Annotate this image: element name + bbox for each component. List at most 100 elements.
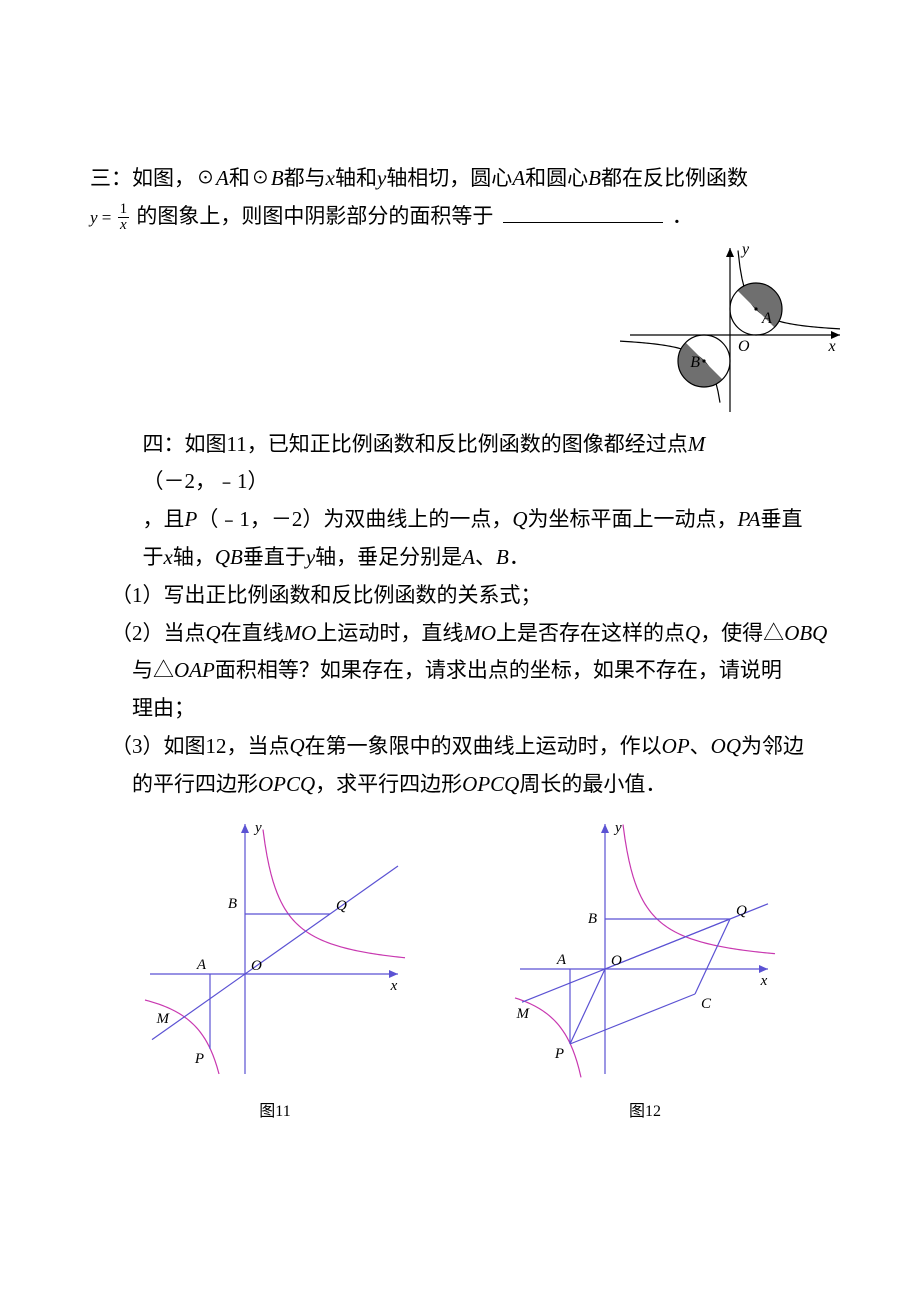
svg-text:C: C <box>701 996 712 1012</box>
q4-Pcoord: （﹣1，－2）为双曲线上的一点， <box>197 507 512 531</box>
q3-text: 三：如图，☉A和☉B都与x轴和y轴相切，圆心A和圆心B都在反比例函数 <box>90 160 830 198</box>
q3-t3: 都与 <box>284 166 326 190</box>
q4-P: P <box>185 507 198 531</box>
q3-eq-sign: = <box>98 208 116 227</box>
svg-text:x: x <box>390 978 398 994</box>
q4-part2-l3: 理由； <box>90 690 830 728</box>
q3-t6: 和圆心 <box>525 166 588 190</box>
q4-OP: OP <box>662 734 690 758</box>
svg-text:A: A <box>556 952 567 968</box>
q4-l3-d: 轴，垂足分别是 <box>315 545 462 569</box>
q4-l3-a: 于 <box>143 545 164 569</box>
q4-p3d: 为邻边 <box>741 734 804 758</box>
q4-l2-c: 垂直 <box>760 507 802 531</box>
q3-t4: 轴和 <box>335 166 377 190</box>
q4-line3: 于x轴，QB垂直于y轴，垂足分别是A、B． <box>90 539 830 577</box>
q4-p3a: （3）如图12，当点 <box>111 734 290 758</box>
q4-p3l2b: ，求平行四边形 <box>315 772 462 796</box>
fig11-svg: xyOABQMP <box>140 814 410 1084</box>
q4-p2l2a: 与△ <box>132 658 174 682</box>
q4-part3-l2: 的平行四边形OPCQ，求平行四边形OPCQ周长的最小值． <box>90 766 830 804</box>
question-3: 三：如图，☉A和☉B都与x轴和y轴相切，圆心A和圆心B都在反比例函数 y = 1… <box>90 160 830 236</box>
svg-text:B: B <box>228 896 237 912</box>
q4-p3l2a: 的平行四边形 <box>132 772 258 796</box>
q3-A2: A <box>512 166 525 190</box>
q4-p3-Q: Q <box>290 734 305 758</box>
q4-part3-l1: （3）如图12，当点Q在第一象限中的双曲线上运动时，作以OP、OQ为邻边 <box>90 728 830 766</box>
svg-text:M: M <box>156 1011 171 1027</box>
svg-text:y: y <box>613 820 622 836</box>
q4-p2l2b: 面积相等？如果存在，请求出点的坐标，如果不存在，请说明 <box>215 658 782 682</box>
q4-comma: 、 <box>475 545 496 569</box>
svg-text:O: O <box>251 958 262 974</box>
q4-figures: x y O A B Q M P 图11 x y O A B Q M P C 图12 <box>90 814 830 1128</box>
q4-p2c: 上运动时，直线 <box>316 621 463 645</box>
q3-t5: 轴相切，圆心 <box>386 166 512 190</box>
q4-l2-b: 为坐标平面上一动点， <box>528 507 738 531</box>
q3-t8: 的图象上，则图中阴影部分的面积等于 <box>136 204 493 228</box>
svg-text:A: A <box>196 957 207 973</box>
q4-p3c: 、 <box>690 734 711 758</box>
q4-l3-e: ． <box>509 545 530 569</box>
fig12-wrap: x y O A B Q M P C 图12 <box>510 814 780 1128</box>
q4-OQ: OQ <box>711 734 741 758</box>
q4-part1: （1）写出正比例函数和反比例函数的关系式； <box>90 577 830 615</box>
fig11-caption: 图11 <box>140 1098 410 1127</box>
svg-text:M: M <box>516 1006 531 1022</box>
q4-line2: ，且P（﹣1，－2）为双曲线上的一点，Q为坐标平面上一动点，PA垂直 <box>90 501 830 539</box>
q4-PA: PA <box>738 507 761 531</box>
q4-l3-c: 垂直于 <box>243 545 306 569</box>
q3-frac: 1x <box>118 202 130 233</box>
fig12-caption: 图12 <box>510 1098 780 1127</box>
q4-x: x <box>164 545 173 569</box>
q4-p2a: （2）当点 <box>111 621 206 645</box>
fig12-svg: x y O A B Q M P C <box>510 814 780 1084</box>
q4-part2-l2: 与△OAP面积相等？如果存在，请求出点的坐标，如果不存在，请说明 <box>90 652 830 690</box>
q4-OPCQ2: OPCQ <box>462 772 519 796</box>
q4-p2d: 上是否存在这样的点 <box>496 621 685 645</box>
q3-A: A <box>216 166 229 190</box>
svg-text:B: B <box>588 911 597 927</box>
q3-B: B <box>271 166 284 190</box>
q4-line1: 四：如图11，已知正比例函数和反比例函数的图像都经过点M（－2，﹣1） <box>90 426 830 502</box>
q4-p1-text: （1）写出正比例函数和反比例函数的关系式； <box>111 583 542 607</box>
q4-l2-a: ，且 <box>143 507 185 531</box>
q3-svg: xyOAB <box>620 240 850 420</box>
q4-Q: Q <box>512 507 527 531</box>
svg-text:x: x <box>760 973 768 989</box>
q4-p2b: 在直线 <box>221 621 284 645</box>
svg-text:A: A <box>761 310 772 327</box>
q4-M: M <box>688 432 706 456</box>
q3-x: x <box>326 166 335 190</box>
svg-text:y: y <box>253 820 262 836</box>
svg-text:y: y <box>740 241 750 258</box>
q4-p2-Q2: Q <box>685 621 700 645</box>
q3-text-2: y = 1x 的图象上，则图中阴影部分的面积等于 ． <box>90 198 830 236</box>
svg-text:Q: Q <box>736 903 747 919</box>
q3-t2: 和☉ <box>229 166 271 190</box>
svg-text:P: P <box>194 1051 204 1067</box>
q4-MO2: MO <box>463 621 496 645</box>
q3-t7: 都在反比例函数 <box>601 166 748 190</box>
q3-frac-num: 1 <box>118 202 130 217</box>
q4-p3l2c: 周长的最小值． <box>519 772 666 796</box>
q4-l1-a: 四：如图11，已知正比例函数和反比例函数的图像都经过点 <box>143 432 688 456</box>
q3-B2: B <box>588 166 601 190</box>
q3-figure: xyOAB <box>620 240 850 433</box>
q3-eq-y: y <box>90 208 98 227</box>
svg-text:P: P <box>554 1046 564 1062</box>
q4-y: y <box>306 545 315 569</box>
q4-part2-l1: （2）当点Q在直线MO上运动时，直线MO上是否存在这样的点Q，使得△OBQ <box>90 615 830 653</box>
svg-text:O: O <box>611 953 622 969</box>
q4-MO1: MO <box>284 621 317 645</box>
q4-QB: QB <box>215 545 243 569</box>
q4-p3b: 在第一象限中的双曲线上运动时，作以 <box>305 734 662 758</box>
q3-period: ． <box>672 204 693 228</box>
answer-blank[interactable] <box>503 201 663 223</box>
q4-p2l3: 理由； <box>132 696 195 720</box>
svg-text:x: x <box>827 338 835 355</box>
q4-OPCQ1: OPCQ <box>258 772 315 796</box>
q4-l3-b: 轴， <box>173 545 215 569</box>
q4-OAP: OAP <box>174 658 215 682</box>
q4-B: B <box>496 545 509 569</box>
